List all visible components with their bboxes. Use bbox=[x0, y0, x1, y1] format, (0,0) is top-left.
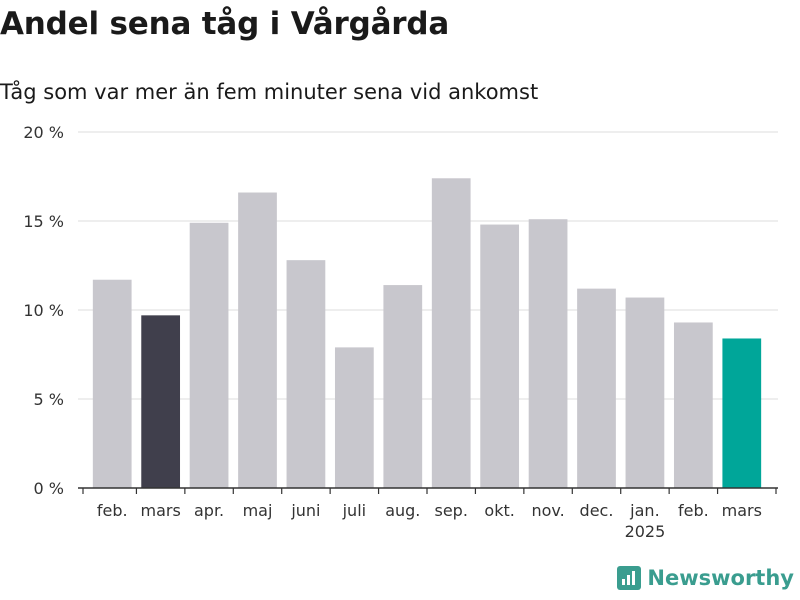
bar bbox=[528, 219, 568, 488]
bars bbox=[92, 178, 762, 488]
chart-title: Andel sena tåg i Vårgårda bbox=[0, 6, 450, 42]
bar bbox=[480, 224, 520, 488]
x-tick-label: feb. bbox=[97, 501, 128, 520]
bar bbox=[625, 297, 665, 488]
bar bbox=[722, 338, 762, 488]
x-tick-label: okt. bbox=[484, 501, 514, 520]
x-tick-label: juni bbox=[290, 501, 320, 520]
bar bbox=[238, 192, 277, 488]
bar bbox=[189, 222, 229, 488]
bar bbox=[92, 279, 132, 488]
x-tick-label: apr. bbox=[194, 501, 224, 520]
bar bbox=[383, 285, 423, 488]
chart-subtitle: Tåg som var mer än fem minuter sena vid … bbox=[0, 80, 539, 104]
gridlines bbox=[78, 131, 778, 400]
bar bbox=[286, 260, 326, 488]
bar bbox=[141, 315, 181, 488]
newsworthy-logo: Newsworthy bbox=[617, 566, 794, 590]
axis-labels: 0 % 5 % 10 % 15 % 20 % feb. mars apr. maj juni jul… bbox=[23, 123, 762, 541]
y-tick-label: 0 % bbox=[34, 479, 64, 498]
x-tick-label: jan. bbox=[629, 501, 659, 520]
bar bbox=[334, 347, 374, 488]
bar-chart-icon bbox=[617, 566, 642, 590]
x-tick-label: aug. bbox=[385, 501, 420, 520]
x-tick-label: feb. bbox=[678, 501, 709, 520]
bar bbox=[577, 288, 616, 488]
x-tick-label: sep. bbox=[435, 501, 468, 520]
bar bbox=[431, 178, 471, 488]
y-tick-label: 20 % bbox=[23, 123, 64, 142]
bar bbox=[673, 322, 713, 488]
x-tick-label: nov. bbox=[531, 501, 564, 520]
x-tick-label: juli bbox=[342, 501, 366, 520]
x-tick-label: maj bbox=[243, 501, 273, 520]
bar-chart: 0 % 5 % 10 % 15 % 20 % feb. mars apr. maj juni jul… bbox=[23, 123, 778, 541]
x-year-label: 2025 bbox=[625, 522, 666, 541]
x-tick-label: mars bbox=[722, 501, 762, 520]
x-tick-label: mars bbox=[140, 501, 180, 520]
y-tick-label: 5 % bbox=[34, 390, 64, 409]
x-axis bbox=[78, 487, 778, 494]
logo-text: Newsworthy bbox=[647, 566, 794, 590]
y-tick-label: 15 % bbox=[23, 212, 64, 231]
x-tick-label: dec. bbox=[580, 501, 614, 520]
y-tick-label: 10 % bbox=[23, 301, 64, 320]
